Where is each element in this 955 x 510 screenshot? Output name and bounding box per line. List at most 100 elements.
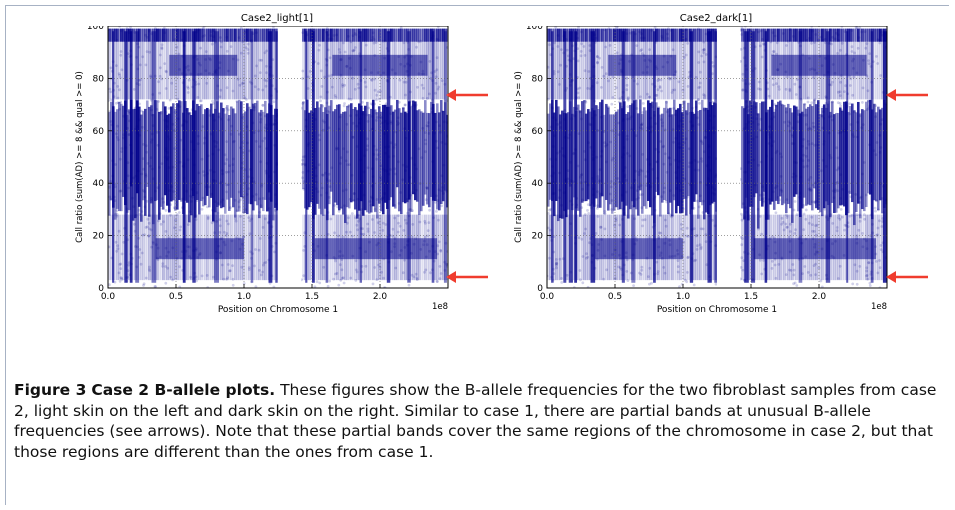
data-point bbox=[586, 183, 590, 187]
data-point bbox=[443, 260, 446, 264]
data-point bbox=[218, 66, 221, 70]
data-point bbox=[759, 160, 763, 164]
density-upper bbox=[264, 41, 267, 100]
data-point bbox=[128, 133, 131, 136]
density-top bbox=[555, 28, 558, 42]
data-point bbox=[666, 37, 670, 40]
data-point bbox=[191, 195, 195, 199]
data-point bbox=[588, 49, 592, 52]
density-top bbox=[873, 28, 876, 42]
data-point bbox=[560, 281, 564, 284]
density-column bbox=[226, 105, 229, 200]
density-column bbox=[334, 109, 337, 203]
density-upper bbox=[138, 41, 141, 100]
data-point bbox=[342, 276, 345, 280]
data-point bbox=[252, 108, 256, 112]
data-point bbox=[821, 180, 825, 183]
partial-band bbox=[314, 238, 438, 260]
data-point bbox=[852, 75, 856, 79]
density-top bbox=[376, 28, 379, 42]
data-point bbox=[740, 243, 744, 247]
data-point bbox=[178, 228, 182, 232]
data-point bbox=[841, 129, 845, 133]
data-point bbox=[714, 244, 717, 248]
data-point bbox=[771, 83, 775, 87]
density-top bbox=[122, 28, 125, 42]
data-point bbox=[442, 192, 445, 195]
density-upper bbox=[244, 41, 247, 100]
data-point bbox=[440, 174, 444, 178]
data-point bbox=[666, 32, 669, 36]
data-point bbox=[694, 234, 698, 238]
density-upper bbox=[266, 41, 269, 100]
density-column bbox=[595, 105, 598, 199]
data-point bbox=[339, 278, 343, 282]
data-point bbox=[702, 93, 706, 97]
density-lower bbox=[436, 214, 439, 281]
data-point bbox=[211, 99, 215, 103]
data-point bbox=[652, 238, 656, 242]
data-point bbox=[192, 56, 196, 59]
density-lower bbox=[140, 214, 143, 281]
data-point bbox=[415, 278, 419, 281]
data-point bbox=[742, 56, 746, 60]
data-point bbox=[651, 225, 655, 229]
data-point bbox=[676, 259, 680, 262]
density-column bbox=[557, 106, 560, 222]
data-point bbox=[550, 239, 553, 242]
data-point bbox=[673, 76, 677, 80]
data-point bbox=[699, 181, 702, 184]
data-point bbox=[164, 111, 168, 114]
data-point bbox=[270, 225, 274, 229]
data-point bbox=[867, 59, 870, 62]
density-column bbox=[859, 113, 862, 219]
data-point bbox=[794, 228, 797, 232]
data-point bbox=[551, 47, 555, 51]
data-point bbox=[186, 87, 190, 90]
data-point bbox=[704, 32, 708, 36]
data-point bbox=[223, 230, 226, 234]
data-point bbox=[237, 190, 241, 194]
density-streak bbox=[325, 31, 329, 283]
data-point bbox=[874, 245, 877, 249]
density-top bbox=[128, 28, 131, 42]
data-point bbox=[225, 277, 229, 281]
data-point bbox=[707, 144, 711, 147]
data-point bbox=[658, 86, 662, 90]
data-point bbox=[824, 41, 827, 45]
data-point bbox=[822, 117, 826, 120]
data-point bbox=[831, 100, 834, 104]
data-point bbox=[552, 171, 556, 175]
data-point bbox=[867, 107, 871, 110]
density-top bbox=[442, 28, 445, 42]
data-point bbox=[590, 202, 594, 206]
data-point bbox=[596, 190, 599, 194]
data-point bbox=[320, 186, 324, 190]
data-point bbox=[691, 124, 694, 128]
density-column bbox=[132, 109, 135, 221]
data-point bbox=[865, 108, 869, 112]
data-point bbox=[571, 44, 574, 48]
data-point bbox=[130, 262, 133, 266]
data-point bbox=[691, 124, 695, 127]
data-point bbox=[677, 124, 681, 128]
data-point bbox=[184, 73, 188, 77]
density-column bbox=[661, 113, 664, 203]
data-point bbox=[746, 160, 750, 164]
density-lower bbox=[555, 214, 558, 281]
data-point bbox=[206, 154, 210, 158]
data-point bbox=[363, 107, 366, 111]
data-point bbox=[181, 123, 185, 126]
data-point bbox=[440, 79, 444, 82]
data-point bbox=[664, 236, 668, 240]
density-top bbox=[681, 28, 684, 42]
data-point bbox=[122, 114, 126, 118]
data-point bbox=[182, 176, 186, 180]
data-point bbox=[269, 122, 272, 126]
data-point bbox=[311, 40, 315, 44]
data-point bbox=[245, 108, 249, 112]
data-point bbox=[547, 97, 550, 101]
data-point bbox=[226, 222, 230, 226]
density-top bbox=[631, 28, 634, 42]
density-upper bbox=[262, 41, 265, 100]
